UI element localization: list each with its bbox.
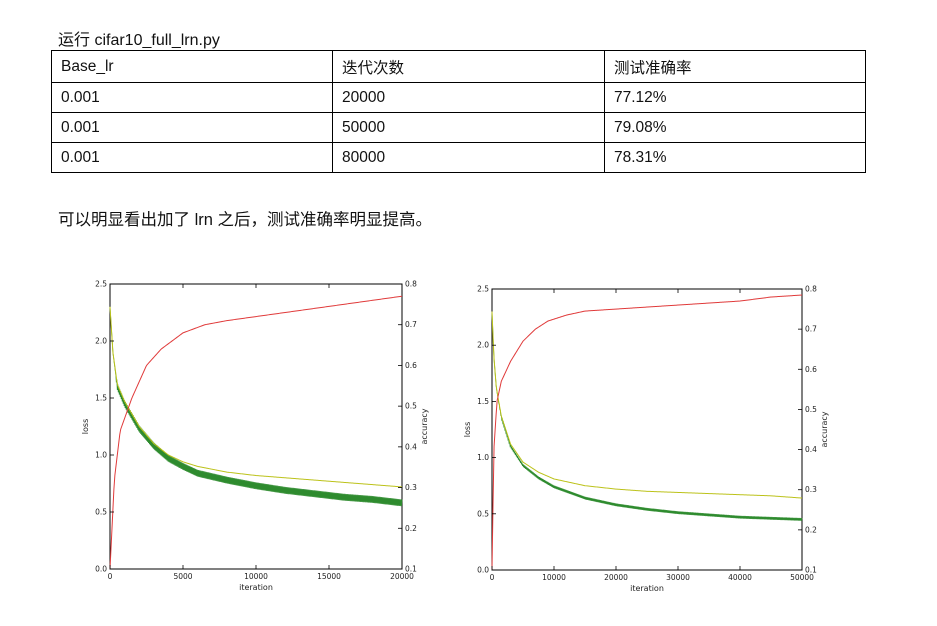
y2-tick-label: 0.1 — [805, 566, 817, 575]
y-tick-label: 0.5 — [477, 509, 489, 518]
cell-iterations: 50000 — [332, 112, 605, 143]
conclusion-text: 可以明显看出加了 lrn 之后，测试准确率明显提高。 — [58, 211, 433, 229]
y2-tick-label: 0.8 — [805, 285, 817, 294]
y-tick-label: 1.0 — [477, 453, 489, 462]
series-line-0 — [109, 306, 403, 507]
cell-base-lr: 0.001 — [51, 112, 333, 143]
y-tick-label: 0.0 — [95, 565, 107, 574]
x-tick-label: 0 — [490, 573, 495, 582]
y-tick-label: 1.5 — [477, 397, 489, 406]
x-tick-label: 30000 — [666, 573, 690, 582]
x-tick-label: 10000 — [542, 573, 566, 582]
header-test-accuracy: 测试准确率 — [604, 50, 866, 83]
y2-tick-label: 0.5 — [805, 405, 817, 414]
series-line-0 — [491, 311, 803, 521]
y-axis-title: loss — [81, 419, 90, 434]
y-tick-label: 2.0 — [95, 337, 107, 346]
y-axis-title: loss — [463, 422, 472, 437]
y-tick-label: 2.5 — [477, 285, 489, 294]
x-tick-label: 15000 — [317, 572, 341, 581]
x-tick-label: 40000 — [728, 573, 752, 582]
cell-base-lr: 0.001 — [51, 142, 333, 173]
y2-tick-label: 0.3 — [405, 483, 417, 492]
series-line-2 — [491, 294, 803, 571]
x-tick-label: 20000 — [390, 572, 414, 581]
x-tick-label: 10000 — [244, 572, 268, 581]
plot-frame — [491, 288, 803, 571]
series-line-1 — [491, 311, 803, 499]
x-tick-label: 50000 — [790, 573, 814, 582]
table-row: 0.001 20000 77.12% — [51, 82, 866, 113]
training-plot-20000: 0 5000 10000 15000 20000 0.0 0.5 1.0 1.5 2.0 2.5 0.… — [81, 280, 429, 593]
cell-iterations: 20000 — [332, 82, 605, 113]
script-caption: 运行 cifar10_full_lrn.py — [58, 32, 220, 49]
y2-tick-label: 0.2 — [805, 525, 817, 534]
y-tick-label: 2.5 — [95, 280, 107, 289]
header-iterations: 迭代次数 — [332, 50, 605, 83]
y2-tick-label: 0.3 — [805, 485, 817, 494]
cell-test-accuracy: 78.31% — [604, 142, 866, 173]
y2-tick-label: 0.6 — [805, 365, 817, 374]
table-row: 0.001 80000 78.31% — [51, 142, 866, 173]
y-tick-label: 2.0 — [477, 341, 489, 350]
y2-tick-label: 0.4 — [405, 442, 417, 451]
x-axis-title: iteration — [239, 583, 273, 592]
results-table: Base_lr 迭代次数 测试准确率 0.001 20000 77.12% 0.… — [51, 50, 866, 173]
y2-axis-title: accuracy — [820, 411, 829, 447]
training-plot-50000: 0 10000 20000 30000 40000 50000 0.0 0.5 1.0 1.5 2.… — [463, 285, 829, 594]
x-axis-title: iteration — [630, 584, 664, 593]
y2-tick-label: 0.1 — [405, 565, 417, 574]
y2-tick-label: 0.4 — [805, 445, 817, 454]
y2-tick-label: 0.7 — [805, 325, 817, 334]
x-tick-label: 0 — [108, 572, 113, 581]
y2-tick-label: 0.7 — [405, 320, 417, 329]
cell-iterations: 80000 — [332, 142, 605, 173]
header-base-lr: Base_lr — [51, 50, 333, 83]
cell-test-accuracy: 77.12% — [604, 82, 866, 113]
x-tick-label: 20000 — [604, 573, 628, 582]
plot-frame — [109, 283, 403, 570]
x-tick-label: 5000 — [173, 572, 192, 581]
table-header-row: Base_lr 迭代次数 测试准确率 — [51, 50, 866, 83]
cell-test-accuracy: 79.08% — [604, 112, 866, 143]
y2-tick-label: 0.5 — [405, 402, 417, 411]
y-tick-label: 0.5 — [95, 508, 107, 517]
y2-tick-label: 0.6 — [405, 361, 417, 370]
y2-axis-title: accuracy — [420, 408, 429, 444]
series-line-2 — [109, 295, 403, 570]
y-tick-label: 0.0 — [477, 566, 489, 575]
y2-tick-label: 0.2 — [405, 524, 417, 533]
table-row: 0.001 50000 79.08% — [51, 112, 866, 143]
series-line-1 — [109, 306, 403, 488]
cell-base-lr: 0.001 — [51, 82, 333, 113]
y2-tick-label: 0.8 — [405, 280, 417, 289]
y-tick-label: 1.5 — [95, 394, 107, 403]
y-tick-label: 1.0 — [95, 451, 107, 460]
